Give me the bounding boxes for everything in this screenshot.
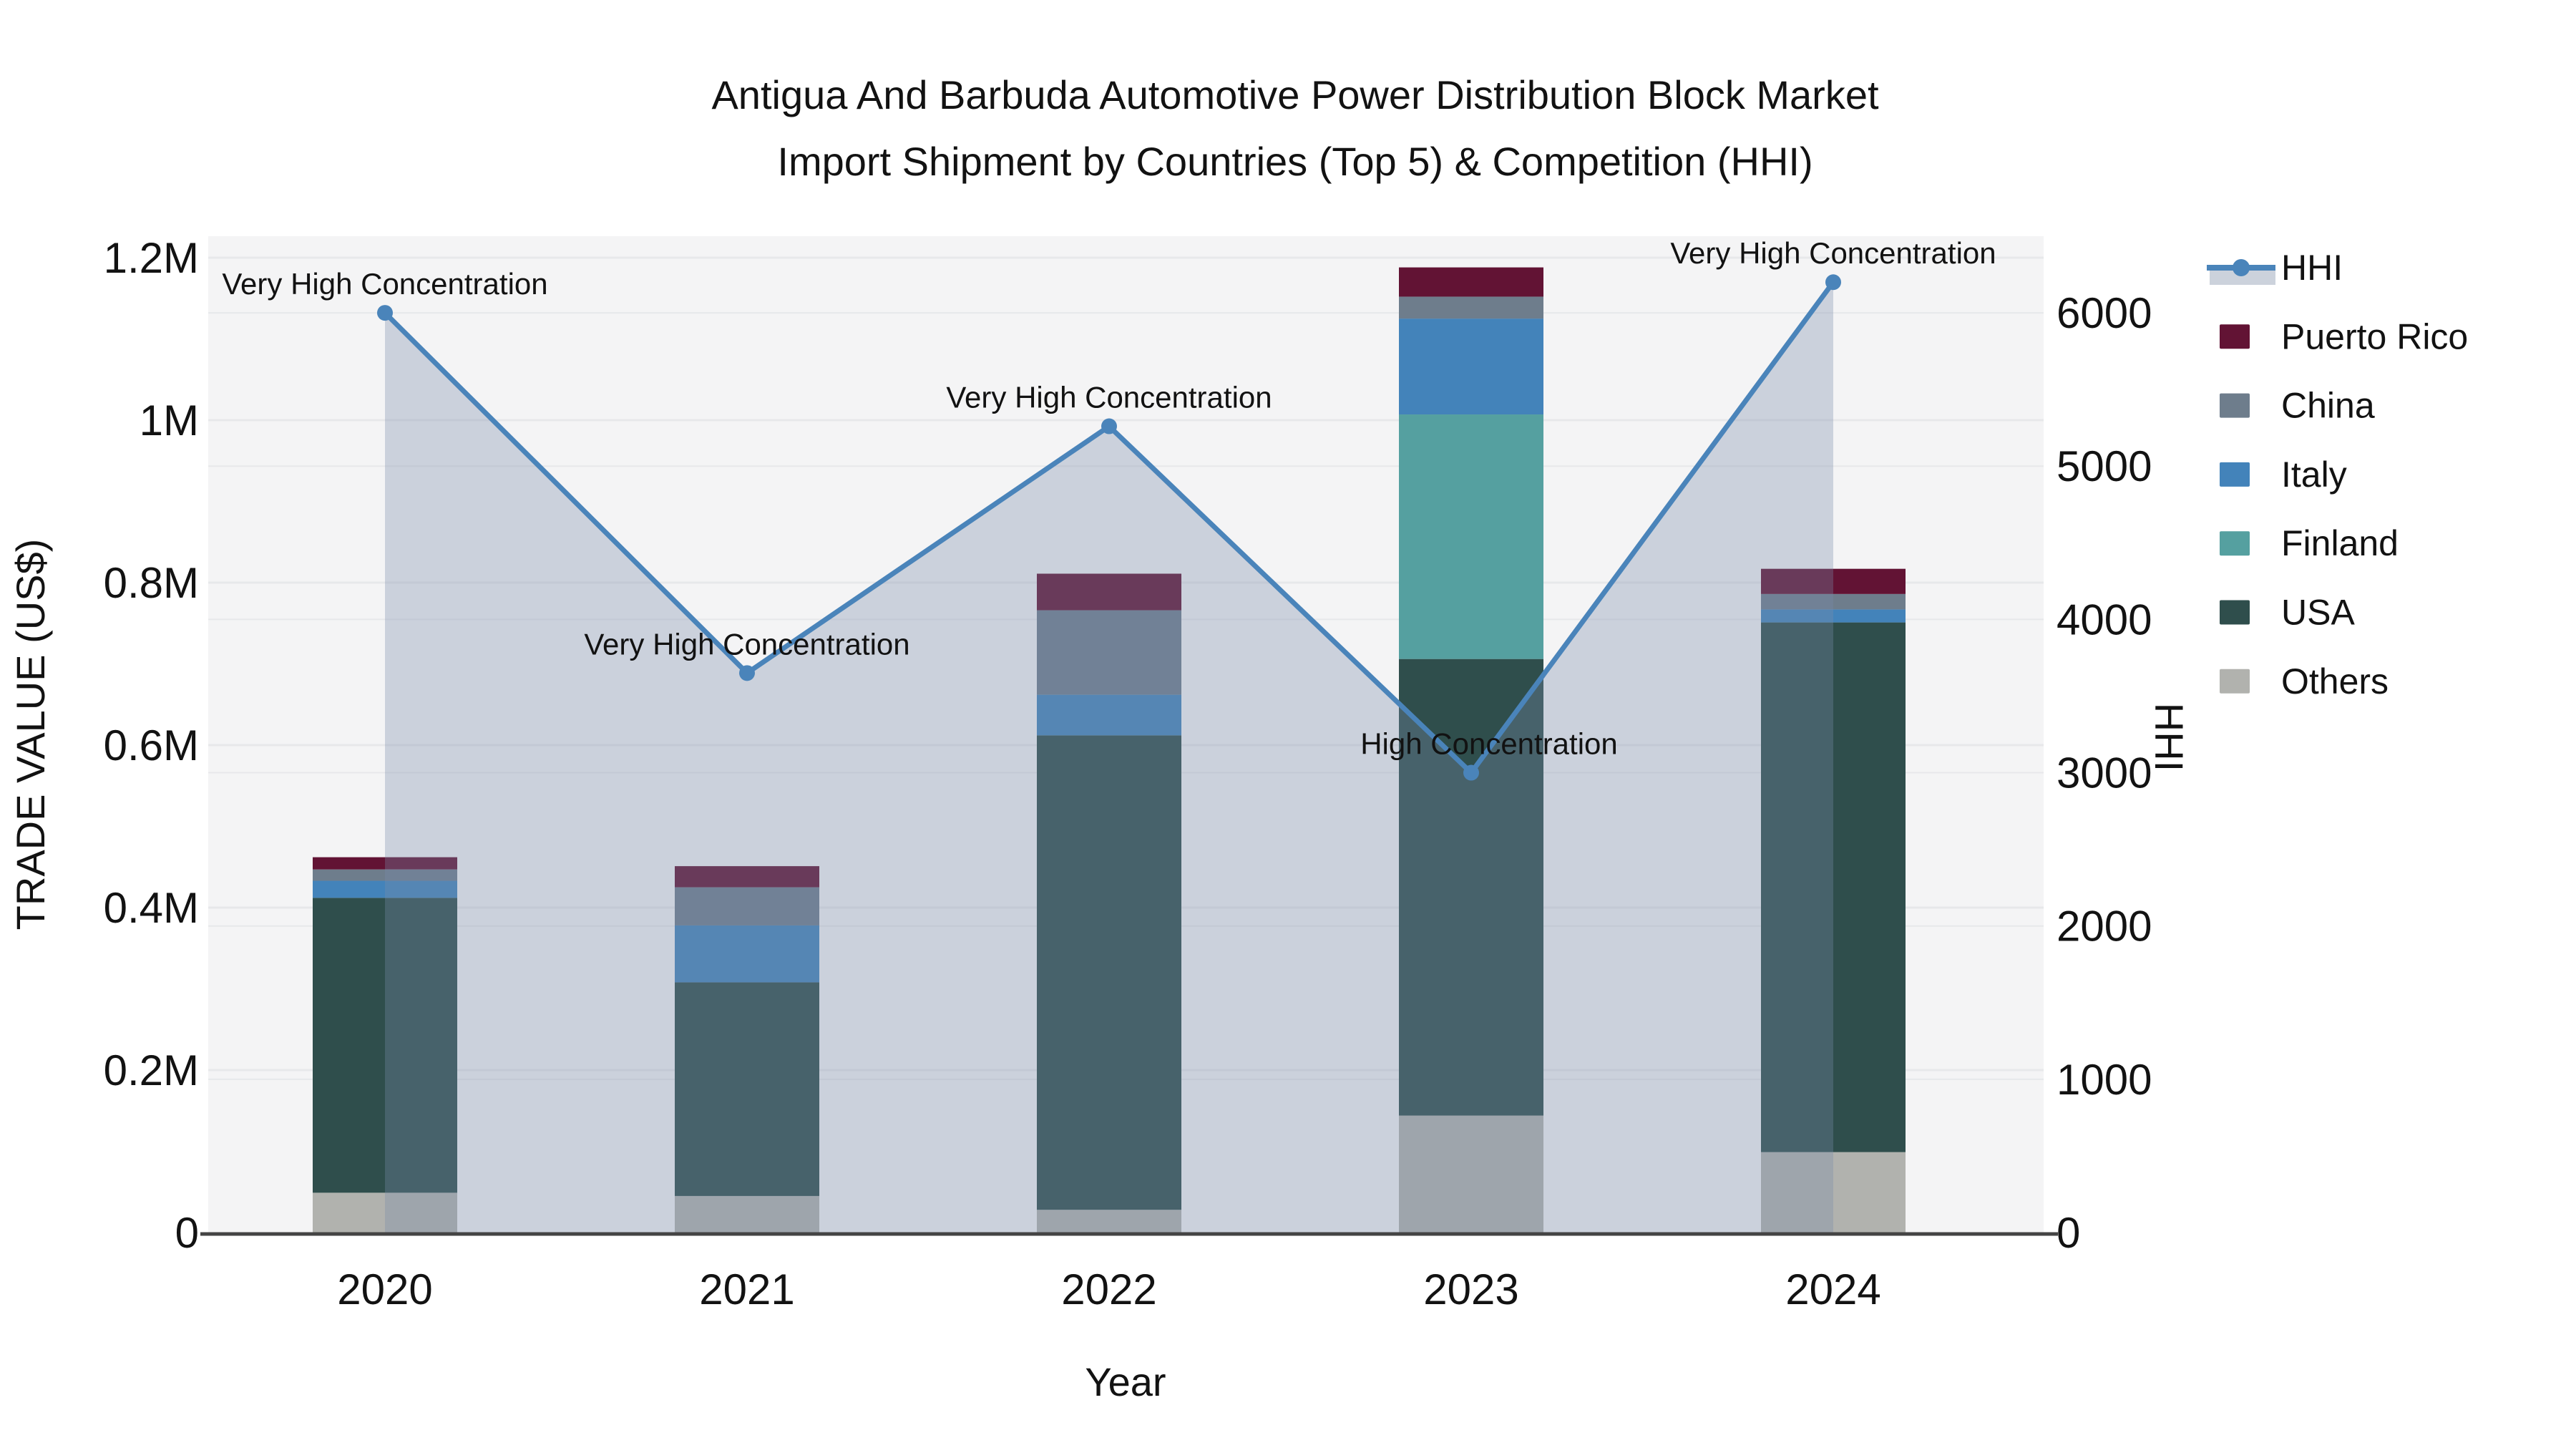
annotation-2023: High Concentration [1360,727,1618,761]
hhi-marker-2022[interactable] [1101,418,1117,434]
legend-swatch-puerto-rico [2220,324,2250,349]
left-axis-tick-0.6M: 0.6M [104,721,199,769]
bar-segment-puerto-rico-2024 [1761,568,1906,594]
bar-segment-italy-2022 [1037,694,1181,736]
annotation-2020: Very High Concentration [222,267,547,301]
bar-segment-italy-2020 [313,880,457,898]
bar-segment-china-2023 [1399,296,1543,319]
x-axis-tick-2020: 2020 [337,1265,432,1313]
legend-hhi-marker-sample [2233,259,2250,276]
legend-label-puerto-rico: Puerto Rico [2281,316,2468,356]
right-axis-tick-5000: 5000 [2057,442,2152,490]
legend-label-china: China [2281,386,2375,426]
legend-swatch-italy [2220,462,2250,487]
legend-swatch-usa [2220,600,2250,625]
legend-item-hhi[interactable]: HHI [2207,248,2343,288]
bar-segment-china-2022 [1037,610,1181,695]
bar-segment-china-2024 [1761,593,1906,610]
bar-segment-usa-2021 [675,982,819,1196]
legend-item-italy[interactable]: Italy [2220,455,2347,495]
bar-segment-china-2021 [675,887,819,925]
bar-segment-usa-2020 [313,898,457,1193]
x-axis-title: Year [1085,1359,1166,1404]
annotation-2021: Very High Concentration [584,627,909,661]
legend-item-finland[interactable]: Finland [2220,523,2399,563]
bar-segment-puerto-rico-2021 [675,866,819,888]
left-axis-title: TRADE VALUE (US$) [8,539,53,930]
x-axis-tick-2024: 2024 [1785,1265,1880,1313]
bar-segment-others-2020 [313,1192,457,1233]
hhi-area-fill [385,282,1833,1233]
bar-segment-finland-2023 [1399,414,1543,659]
legend-swatch-china [2220,393,2250,418]
right-axis-tick-1000: 1000 [2057,1056,2152,1104]
right-axis-title: HHI [2147,703,2192,772]
legend-item-usa[interactable]: USA [2220,593,2355,633]
annotation-2022: Very High Concentration [946,381,1272,414]
left-axis-tick-0.8M: 0.8M [104,559,199,607]
left-axis-tick-1M: 1M [140,397,199,444]
legend-swatch-finland [2220,531,2250,556]
right-axis-tick-2000: 2000 [2057,903,2152,951]
hhi-marker-2021[interactable] [739,665,755,681]
right-axis-tick-3000: 3000 [2057,749,2152,797]
legend-hhi-fill-sample [2210,271,2275,285]
chart-title-line2: Import Shipment by Countries (Top 5) & C… [777,139,1813,184]
bar-segment-usa-2023 [1399,659,1543,1116]
legend-label-italy: Italy [2281,455,2347,495]
left-axis-tick-0: 0 [175,1209,199,1257]
bar-segment-puerto-rico-2023 [1399,267,1543,297]
legend-item-others[interactable]: Others [2220,661,2389,701]
x-axis-tick-2022: 2022 [1061,1265,1156,1313]
bar-segment-italy-2023 [1399,319,1543,415]
bar-segment-puerto-rico-2022 [1037,573,1181,611]
bar-segment-italy-2024 [1761,609,1906,623]
right-axis-tick-6000: 6000 [2057,289,2152,337]
legend-label-usa: USA [2281,593,2355,633]
x-axis-tick-2023: 2023 [1423,1265,1518,1313]
bar-segment-others-2024 [1761,1152,1906,1233]
bar-segment-usa-2024 [1761,622,1906,1152]
bar-segment-usa-2022 [1037,735,1181,1210]
bar-segment-china-2020 [313,869,457,881]
left-axis-tick-1.2M: 1.2M [104,234,199,282]
legend-item-china[interactable]: China [2220,386,2375,426]
legend-label-hhi: HHI [2281,248,2343,288]
bar-segment-others-2022 [1037,1210,1181,1233]
x-axis-tick-2021: 2021 [699,1265,794,1313]
right-axis-tick-0: 0 [2057,1209,2080,1257]
left-axis-tick-0.4M: 0.4M [104,884,199,932]
chart-title-line1: Antigua And Barbuda Automotive Power Dis… [711,72,1879,117]
hhi-marker-2023[interactable] [1463,764,1479,781]
bar-segment-puerto-rico-2020 [313,857,457,870]
left-axis-tick-0.2M: 0.2M [104,1046,199,1094]
legend-swatch-others [2220,669,2250,694]
bar-segment-others-2021 [675,1195,819,1233]
bar-segment-others-2023 [1399,1115,1543,1233]
hhi-marker-2024[interactable] [1825,274,1841,291]
right-axis-tick-4000: 4000 [2057,596,2152,643]
legend-item-puerto-rico[interactable]: Puerto Rico [2220,316,2468,356]
bar-segment-italy-2021 [675,925,819,983]
hhi-marker-2020[interactable] [377,305,393,321]
legend-label-others: Others [2281,661,2389,701]
annotation-2024: Very High Concentration [1670,236,1996,270]
legend-label-finland: Finland [2281,523,2399,563]
